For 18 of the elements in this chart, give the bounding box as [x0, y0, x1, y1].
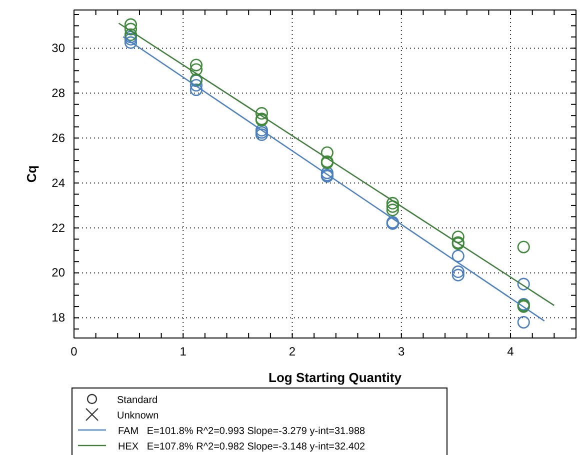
y-tick-label: 20: [52, 266, 66, 280]
y-tick-label: 18: [52, 310, 66, 325]
x-tick-label: 4: [507, 344, 514, 359]
y-tick-label: 24: [52, 176, 66, 190]
x-tick-label: 1: [180, 344, 187, 359]
text: Unknown: [117, 410, 159, 422]
y-tick-label: 30: [52, 41, 66, 56]
y-tick-label: 28: [52, 86, 66, 100]
y-axis-title: Cq: [24, 165, 39, 183]
text: Standard: [117, 395, 158, 406]
x-tick-label: 3: [398, 344, 406, 359]
x-tick-label: 0: [70, 344, 78, 359]
y-tick-label: 22: [52, 220, 66, 235]
y-tick-label: 26: [52, 130, 66, 145]
legend-label: HEX E=107.8% R^2=0.982 Slope=-3.148 y-int=32.402: [118, 442, 366, 452]
x-tick-label: 2: [288, 344, 296, 359]
x-axis-title: Log Starting Quantity: [268, 370, 402, 385]
legend-label: FAM E=101.8% R^2=0.993 Slope=-3.279 y-int=31.988: [118, 426, 366, 437]
